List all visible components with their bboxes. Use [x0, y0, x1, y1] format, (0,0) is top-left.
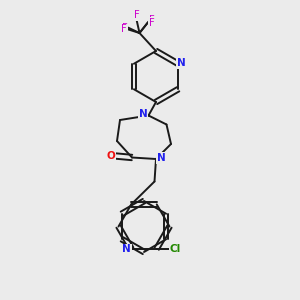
Text: F: F [148, 15, 154, 25]
Text: N: N [139, 109, 148, 119]
Text: O: O [106, 151, 115, 161]
Text: Cl: Cl [169, 244, 180, 254]
Text: N: N [157, 153, 166, 163]
Text: F: F [148, 17, 154, 28]
Text: F: F [121, 24, 127, 34]
Text: N: N [122, 244, 131, 254]
Text: F: F [122, 22, 128, 33]
Text: F: F [134, 10, 140, 20]
Text: N: N [177, 58, 185, 68]
